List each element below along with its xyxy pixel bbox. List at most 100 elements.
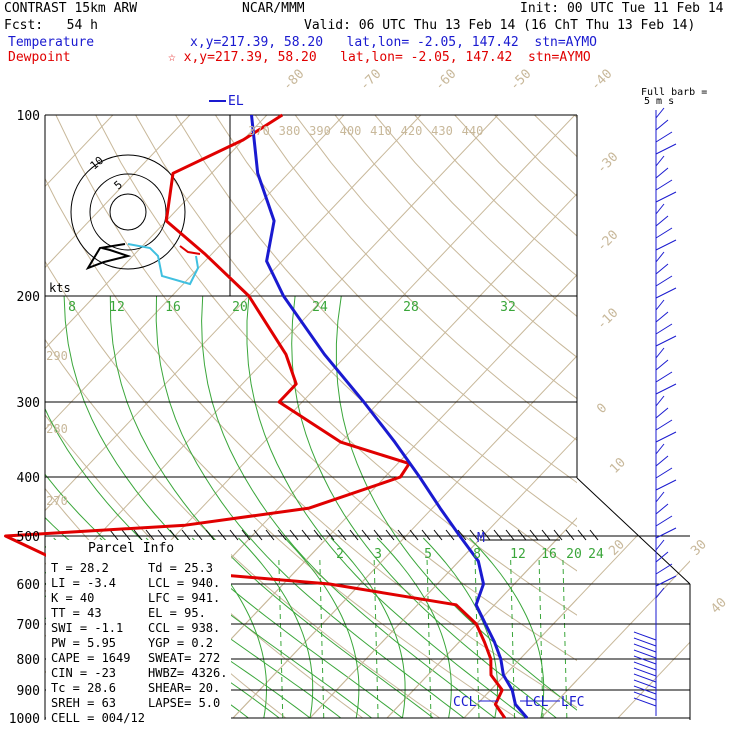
moist-label: 8 — [68, 300, 76, 315]
wind-barb — [655, 527, 677, 539]
hatch-mark — [253, 529, 263, 541]
isotherm-line — [309, 536, 484, 719]
wind-barb — [655, 311, 669, 323]
temperature-label: 20 — [606, 537, 628, 559]
forecast-hour: Fcst: 54 h — [4, 18, 98, 33]
parcel-value: K = 40 — [51, 591, 94, 605]
hatch-mark — [121, 529, 131, 541]
wind-barb — [633, 631, 657, 641]
moist-label: 32 — [500, 300, 516, 315]
el-label: EL — [228, 94, 244, 109]
wind-barbs — [633, 107, 677, 716]
dry-adiabat — [214, 115, 577, 484]
hatch-mark — [265, 529, 275, 541]
parcel-value: SHEAR= 20. — [148, 681, 220, 695]
wind-barb — [633, 691, 657, 701]
hatch-mark — [217, 529, 227, 541]
wind-barb — [655, 347, 665, 359]
parcel-value: Td = 25.3 — [148, 561, 213, 575]
wind-barb — [655, 131, 673, 143]
wind-barb — [633, 673, 657, 683]
mixing-ratio-label: 12 — [510, 547, 526, 562]
sounding-profiles — [4, 113, 560, 719]
wind-barb — [633, 649, 657, 659]
hatch-mark — [181, 529, 191, 541]
mixing-ratio-label: 5 — [424, 547, 432, 562]
parcel-value: T = 28.2 — [51, 561, 109, 575]
temperature-label: 10 — [607, 455, 629, 477]
hodograph-ring — [70, 154, 186, 270]
parcel-value: LCL = 940. — [148, 576, 220, 590]
dry-adiabat — [334, 115, 577, 358]
hatch-mark — [481, 529, 491, 541]
wind-barb — [633, 655, 657, 665]
wind-barb — [655, 479, 677, 491]
hatch-mark — [133, 529, 143, 541]
hatch-mark — [421, 529, 431, 541]
hatch-mark — [553, 529, 563, 541]
temperature-label: 30 — [688, 537, 710, 559]
pressure-label: 600 — [17, 578, 40, 593]
wind-barb — [655, 587, 665, 599]
hatch-mark — [457, 529, 467, 541]
parcel-box — [46, 540, 231, 720]
hatch-mark — [205, 529, 215, 541]
temperature-label: -10 — [594, 306, 621, 333]
dry-adiabat — [55, 115, 577, 662]
temperature-label: -20 — [594, 228, 621, 255]
wind-barb — [655, 119, 669, 131]
pressure-label: 900 — [17, 684, 40, 699]
wind-barb — [655, 371, 673, 383]
pressure-label: 100 — [17, 109, 40, 124]
moist-label: 28 — [403, 300, 419, 315]
lower-adiabat — [422, 537, 499, 719]
isotherm-line — [45, 115, 422, 512]
dewpoint-legend: Dewpoint — [8, 50, 71, 65]
wind-barb — [633, 661, 657, 671]
wind-barb — [655, 287, 677, 299]
temperature-location: x,y=217.39, 58.20 lat,lon= -2.05, 147.42… — [190, 35, 597, 50]
theta-label: 380 — [279, 124, 301, 138]
wind-barb — [655, 539, 665, 551]
wind-barb — [633, 643, 657, 653]
parcel-value: YGP = 0.2 — [148, 636, 213, 650]
parcel-value: EL = 95. — [148, 606, 206, 620]
isotherm-line — [45, 115, 345, 431]
wind-barb — [655, 383, 677, 395]
isotherm-line — [463, 598, 577, 719]
moist-label: 16 — [165, 300, 181, 315]
temperature-label: -80 — [280, 67, 307, 94]
isotherm-line — [386, 536, 561, 719]
hatch-mark — [565, 529, 575, 541]
wind-barb — [655, 335, 677, 347]
parcel-value: SREH = 63 — [51, 696, 116, 710]
parcel-value: Tc = 28.6 — [51, 681, 116, 695]
wind-barb — [655, 167, 669, 179]
wind-barb — [655, 407, 669, 419]
hatch-mark — [469, 529, 479, 541]
lcl-label: LCL — [525, 695, 549, 710]
hodograph-ring — [89, 173, 167, 251]
ccl-label: CCL — [453, 695, 477, 710]
wind-barb — [655, 179, 673, 191]
isotherm-line — [463, 536, 638, 719]
wind-barb — [655, 299, 665, 311]
plot-slant-edge — [576, 477, 691, 585]
hatch-mark — [541, 529, 551, 541]
mixing-ratio-label: 3 — [374, 547, 382, 562]
wind-barb — [655, 215, 669, 227]
wind-barb — [633, 685, 657, 695]
dewpoint-profile — [4, 113, 507, 719]
pressure-label: 300 — [17, 396, 40, 411]
hodograph-trace-cyan — [127, 243, 200, 286]
hatch-mark — [409, 529, 419, 541]
hatch-mark — [313, 529, 323, 541]
dry-adiabat — [45, 260, 517, 719]
dry-adiabat — [254, 115, 577, 441]
parcel-value: CIN = -23 — [51, 666, 116, 680]
hatch-mark — [505, 529, 515, 541]
theta-label: 390 — [309, 124, 331, 138]
lfc-label: LFC — [561, 695, 584, 710]
